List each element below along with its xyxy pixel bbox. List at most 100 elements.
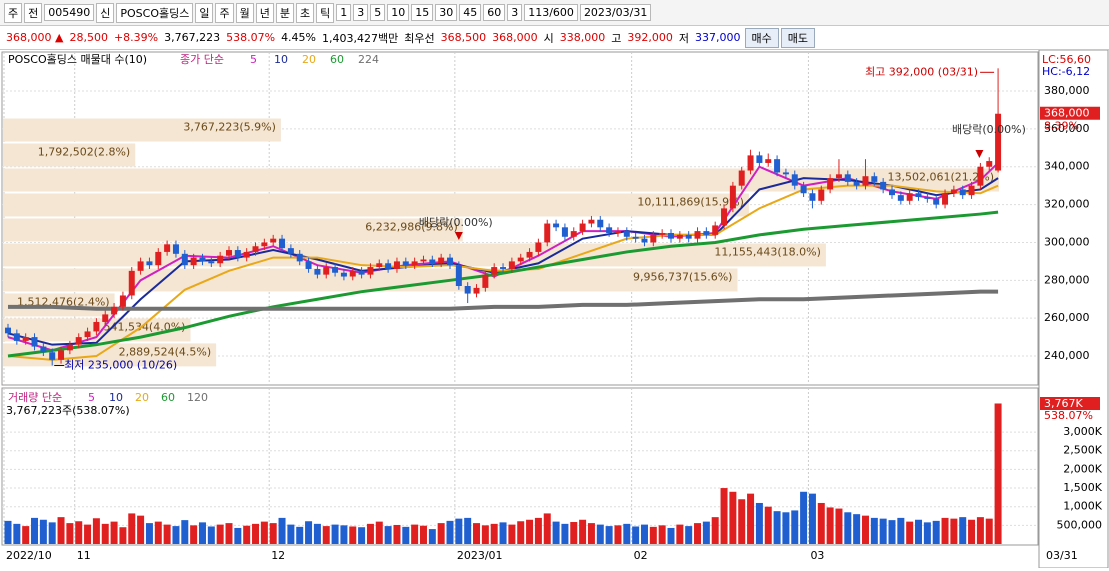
volume-bar: [605, 526, 613, 544]
volume-bar: [234, 527, 242, 544]
toolbar-item[interactable]: 주: [4, 2, 23, 23]
candle-body: [323, 267, 330, 275]
volume-bar: [879, 518, 887, 544]
y-tick-label: 2,500K: [1063, 444, 1102, 457]
volume-box-label: 538.07%: [1044, 409, 1093, 422]
moving-average: [7, 210, 999, 358]
toolbar-item[interactable]: 3: [353, 4, 369, 21]
volume-bar: [543, 513, 551, 544]
toolbar-item[interactable]: 월: [235, 2, 254, 23]
volume-bar: [4, 520, 12, 544]
volume-bar: [84, 524, 92, 544]
x-tick-label: 2022/10: [6, 549, 52, 562]
toolbar-item[interactable]: 일: [195, 2, 214, 23]
candle-body: [641, 238, 648, 243]
volume-bar: [817, 502, 825, 544]
moving-average: [7, 177, 999, 346]
candle-body: [968, 185, 975, 196]
volume-bar: [499, 522, 507, 544]
volume-bar: [366, 523, 374, 544]
candle-body: [93, 321, 100, 332]
quote-field: 368,000 ▲: [6, 31, 64, 44]
trade-button[interactable]: 매수: [744, 27, 779, 48]
volume-box-label: 3,767K: [1044, 397, 1083, 410]
candle-body: [473, 287, 480, 294]
toolbar-item[interactable]: 3: [507, 4, 523, 21]
candle-body: [835, 174, 842, 179]
annotation-low: 최저 235,000 (10/26): [64, 359, 177, 372]
toolbar-item[interactable]: 전: [24, 2, 43, 23]
toolbar-item[interactable]: 초: [295, 2, 315, 23]
candle-body: [340, 272, 347, 277]
toolbar-item[interactable]: 5: [370, 4, 386, 21]
candle-body: [721, 208, 728, 226]
candle-body: [950, 189, 957, 194]
candle-body: [261, 242, 268, 247]
volume-bar: [976, 517, 984, 544]
volume-bar: [296, 526, 304, 544]
candle-body: [217, 255, 224, 264]
quote-field: 368,000: [492, 31, 538, 44]
volume-bar: [384, 526, 392, 544]
volume-bar: [198, 522, 206, 544]
legend-item: 10: [274, 53, 288, 66]
toolbar-item[interactable]: 113/600: [524, 4, 578, 21]
volume-bar: [31, 517, 39, 544]
volume-bar: [941, 517, 949, 544]
volume-bar: [711, 517, 719, 544]
legend-item: 224: [358, 53, 379, 66]
toolbar-item[interactable]: POSCO홀딩스: [116, 2, 194, 23]
toolbar-item[interactable]: 005490: [44, 4, 95, 21]
volume-bar: [473, 523, 481, 544]
candle-body: [782, 172, 789, 175]
candle-body: [526, 251, 533, 258]
toolbar-item[interactable]: 신: [96, 2, 115, 23]
candle-body: [376, 263, 383, 268]
toolbar-item[interactable]: 1: [336, 4, 352, 21]
candle-body: [482, 274, 489, 288]
candle-body: [49, 352, 56, 360]
volume-bar: [340, 525, 348, 544]
volume-profile-band: [3, 193, 749, 217]
volume-bar: [552, 521, 560, 544]
quote-field: 28,500: [69, 31, 108, 44]
candle-body: [172, 244, 179, 254]
candle-body: [349, 270, 356, 277]
toolbar-item[interactable]: 분: [275, 2, 294, 23]
toolbar-item[interactable]: 년: [255, 2, 274, 23]
candle-body: [729, 185, 736, 209]
toolbar-item[interactable]: 30: [435, 4, 458, 21]
toolbar-item[interactable]: 10: [387, 4, 410, 21]
candle-body: [66, 344, 73, 351]
toolbar-item[interactable]: 2023/03/31: [579, 4, 652, 21]
toolbar-item[interactable]: 틱: [316, 2, 335, 23]
candle-body: [500, 267, 507, 269]
candle-body: [756, 155, 763, 163]
volume-profile-band: [3, 168, 999, 192]
x-tick-label: 2023/01: [457, 549, 503, 562]
candle-body: [332, 267, 339, 273]
volume-bar: [278, 517, 286, 544]
toolbar-item[interactable]: 주: [215, 2, 234, 23]
candle-body: [75, 337, 82, 345]
legend-item: 10: [109, 391, 123, 404]
toolbar-item[interactable]: 60: [483, 4, 506, 21]
volume-bar: [844, 512, 852, 544]
legend-item: 5: [88, 391, 95, 404]
volume-bar: [225, 523, 233, 544]
volume-bar: [738, 499, 746, 544]
toolbar-item[interactable]: 15: [411, 4, 434, 21]
candle-body: [252, 246, 259, 252]
candle-body: [58, 350, 65, 360]
volume-profile-band: [3, 118, 281, 142]
volume-bar: [145, 523, 153, 544]
volume-bar: [446, 520, 454, 544]
trade-button[interactable]: 매도: [780, 27, 815, 48]
volume-bar: [411, 524, 419, 544]
toolbar-item[interactable]: 45: [459, 4, 482, 21]
candle-body: [553, 223, 560, 228]
volume-bar: [207, 526, 215, 544]
candle-body: [305, 261, 312, 269]
candle-body: [561, 227, 568, 237]
legend-item: 60: [330, 53, 344, 66]
